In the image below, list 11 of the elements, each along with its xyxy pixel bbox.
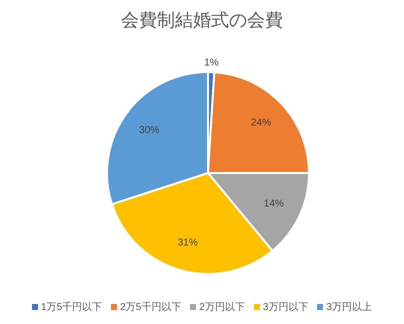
chart-title: 会費制結婚式の会費 [120,9,284,32]
legend-label: 1万5千円以下 [41,300,102,314]
data-label: 24% [251,118,272,129]
data-label: 30% [139,124,160,136]
legend-label: 2万円以下 [199,300,245,314]
data-label: 14% [264,198,284,210]
data-label: 31% [178,237,198,248]
legend-label: 3万円以下 [262,300,308,314]
legend-label: 2万5千円以下 [120,300,182,314]
data-label: 1% [204,58,219,69]
legend-label: 3万円以上 [326,300,372,314]
